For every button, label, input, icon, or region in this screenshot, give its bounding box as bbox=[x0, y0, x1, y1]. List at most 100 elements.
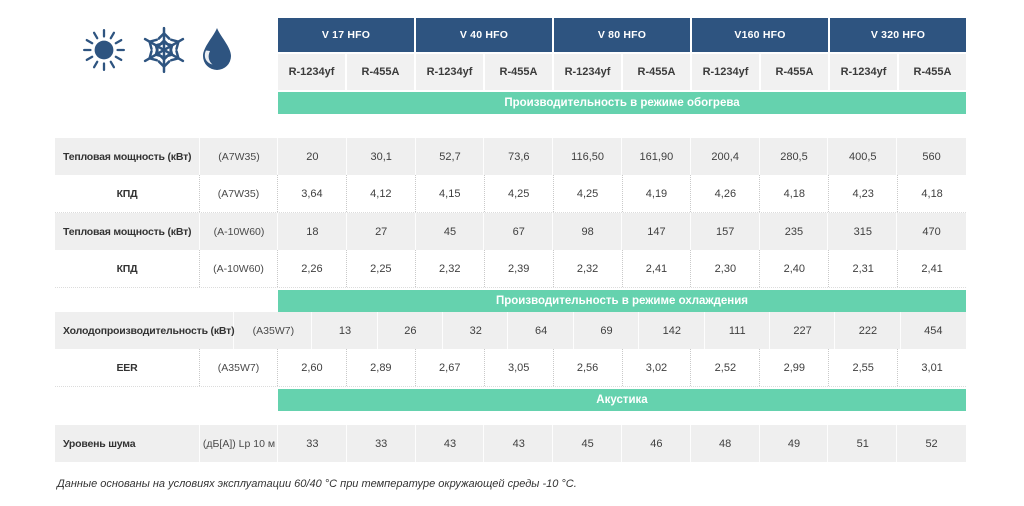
value-cell: 30,1 bbox=[347, 138, 416, 175]
value-cell: 43 bbox=[416, 425, 485, 462]
value-cell: 2,26 bbox=[278, 250, 347, 287]
value-cell: 2,52 bbox=[691, 349, 761, 386]
value-cell: 400,5 bbox=[828, 138, 897, 175]
value-cell: 26 bbox=[378, 312, 443, 349]
table-row: КПД (A-10W60) 2,26 2,25 2,32 2,39 2,32 2,41 2,30… bbox=[55, 250, 966, 288]
value-cell: 32 bbox=[443, 312, 508, 349]
table-row: Тепловая мощность (кВт) (A-10W60) 18 27 45 67… bbox=[55, 213, 966, 250]
value-cell: 4,26 bbox=[691, 175, 761, 212]
value-cell: 235 bbox=[760, 213, 829, 250]
value-cell: 27 bbox=[347, 213, 416, 250]
row-label: Холодопроизводительность (кВт) bbox=[55, 312, 235, 349]
value-cell: 20 bbox=[278, 138, 347, 175]
value-cell: 280,5 bbox=[760, 138, 829, 175]
value-cell: 4,19 bbox=[623, 175, 692, 212]
model-header: V 80 HFO bbox=[554, 18, 690, 52]
value-cell: 4,12 bbox=[347, 175, 416, 212]
footnote: Данные основаны на условиях эксплуатации… bbox=[57, 478, 577, 490]
refrigerant-header: R-1234yf bbox=[830, 54, 897, 90]
value-cell: 227 bbox=[770, 312, 835, 349]
row-condition: (A7W35) bbox=[200, 138, 278, 175]
value-cell: 4,18 bbox=[921, 187, 943, 200]
refrigerant-header-row: R-1234yf R-455A R-1234yf R-455A R-1234yf R-45… bbox=[278, 54, 966, 90]
value-cell: 4,18 bbox=[760, 175, 830, 212]
model-header: V 17 HFO bbox=[278, 18, 414, 52]
value-cell: 4,25 bbox=[554, 175, 623, 212]
value-cell: 18 bbox=[278, 213, 347, 250]
value-cell: 64 bbox=[508, 312, 573, 349]
refrigerant-header: R-455A bbox=[899, 54, 966, 90]
value-cell: 67 bbox=[484, 213, 553, 250]
row-label: КПД bbox=[55, 250, 200, 287]
row-label: Тепловая мощность (кВт) bbox=[55, 138, 200, 175]
value-cell: 13 bbox=[312, 312, 377, 349]
section-band: Производительность в режиме обогрева bbox=[278, 92, 966, 114]
value-cell: 470 bbox=[922, 225, 941, 238]
value-cell: 45 bbox=[416, 213, 485, 250]
sun-icon bbox=[83, 29, 125, 71]
value-cell: 2,32 bbox=[416, 250, 485, 287]
value-cell: 147 bbox=[622, 213, 691, 250]
value-cell: 3,02 bbox=[623, 349, 692, 386]
snowflake-icon bbox=[141, 26, 187, 74]
model-header: V 40 HFO bbox=[416, 18, 552, 52]
value-cell: 2,67 bbox=[416, 349, 485, 386]
value-cell: 3,05 bbox=[485, 349, 554, 386]
climate-icons bbox=[80, 22, 234, 78]
value-cell: 49 bbox=[760, 425, 829, 462]
refrigerant-header: R-1234yf bbox=[416, 54, 483, 90]
value-cell: 454 bbox=[924, 324, 943, 337]
row-label: EER bbox=[55, 349, 200, 386]
value-cell: 73,6 bbox=[484, 138, 553, 175]
value-cell: 2,56 bbox=[554, 349, 623, 386]
value-cell: 4,15 bbox=[416, 175, 485, 212]
table-row: Уровень шума (дБ[А]) Lp 10 м 33 33 43 43 45 46 4… bbox=[55, 425, 966, 462]
value-cell: 3,64 bbox=[278, 175, 347, 212]
refrigerant-header: R-455A bbox=[485, 54, 552, 90]
section-band: Производительность в режиме охлаждения bbox=[278, 290, 966, 312]
row-label: КПД bbox=[55, 175, 200, 212]
value-cell: 142 bbox=[639, 312, 704, 349]
value-cell: 43 bbox=[484, 425, 553, 462]
value-cell: 222 bbox=[835, 312, 900, 349]
refrigerant-header: R-1234yf bbox=[554, 54, 621, 90]
model-header: V160 HFO bbox=[692, 18, 828, 52]
value-cell: 52,7 bbox=[416, 138, 485, 175]
row-condition: (A35W7) bbox=[234, 312, 312, 349]
row-condition: (A-10W60) bbox=[200, 250, 278, 287]
value-cell: 48 bbox=[691, 425, 760, 462]
row-label: Тепловая мощность (кВт) bbox=[55, 213, 200, 250]
table-row: EER (A35W7) 2,60 2,89 2,67 3,05 2,56 3,02 2,52 2,… bbox=[55, 349, 966, 387]
value-cell: 33 bbox=[347, 425, 416, 462]
value-cell: 200,4 bbox=[691, 138, 760, 175]
value-cell: 2,39 bbox=[485, 250, 554, 287]
value-cell: 161,90 bbox=[622, 138, 691, 175]
droplet-icon bbox=[203, 28, 231, 70]
value-cell: 2,30 bbox=[691, 250, 761, 287]
refrigerant-header: R-455A bbox=[761, 54, 828, 90]
table-body: Производительность в режиме обогрева Тепл… bbox=[55, 92, 966, 462]
value-cell: 2,41 bbox=[623, 250, 692, 287]
row-condition: (дБ[А]) Lp 10 м bbox=[200, 425, 278, 462]
value-cell: 157 bbox=[691, 213, 760, 250]
value-cell: 2,32 bbox=[554, 250, 623, 287]
refrigerant-header: R-1234yf bbox=[278, 54, 345, 90]
spec-table: V 17 HFO V 40 HFO V 80 HFO V160 HFO V 320 HF… bbox=[55, 18, 966, 490]
value-cell: 69 bbox=[574, 312, 639, 349]
value-cell: 4,23 bbox=[829, 175, 899, 212]
value-cell: 2,40 bbox=[760, 250, 830, 287]
value-cell: 315 bbox=[828, 213, 897, 250]
value-cell: 2,89 bbox=[347, 349, 416, 386]
refrigerant-header: R-455A bbox=[623, 54, 690, 90]
value-cell: 45 bbox=[553, 425, 622, 462]
value-cell: 46 bbox=[622, 425, 691, 462]
value-cell: 2,60 bbox=[278, 349, 347, 386]
value-cell: 2,55 bbox=[829, 349, 899, 386]
value-cell: 2,31 bbox=[829, 250, 899, 287]
value-cell: 111 bbox=[705, 312, 770, 349]
table-row: КПД (A7W35) 3,64 4,12 4,15 4,25 4,25 4,19 4,26 4,… bbox=[55, 175, 966, 213]
table-row: Тепловая мощность (кВт) (A7W35) 20 30,1 52,7… bbox=[55, 138, 966, 175]
table-row: Холодопроизводительность (кВт) (A35W7) 13 2… bbox=[55, 312, 966, 349]
row-condition: (A-10W60) bbox=[200, 213, 278, 250]
